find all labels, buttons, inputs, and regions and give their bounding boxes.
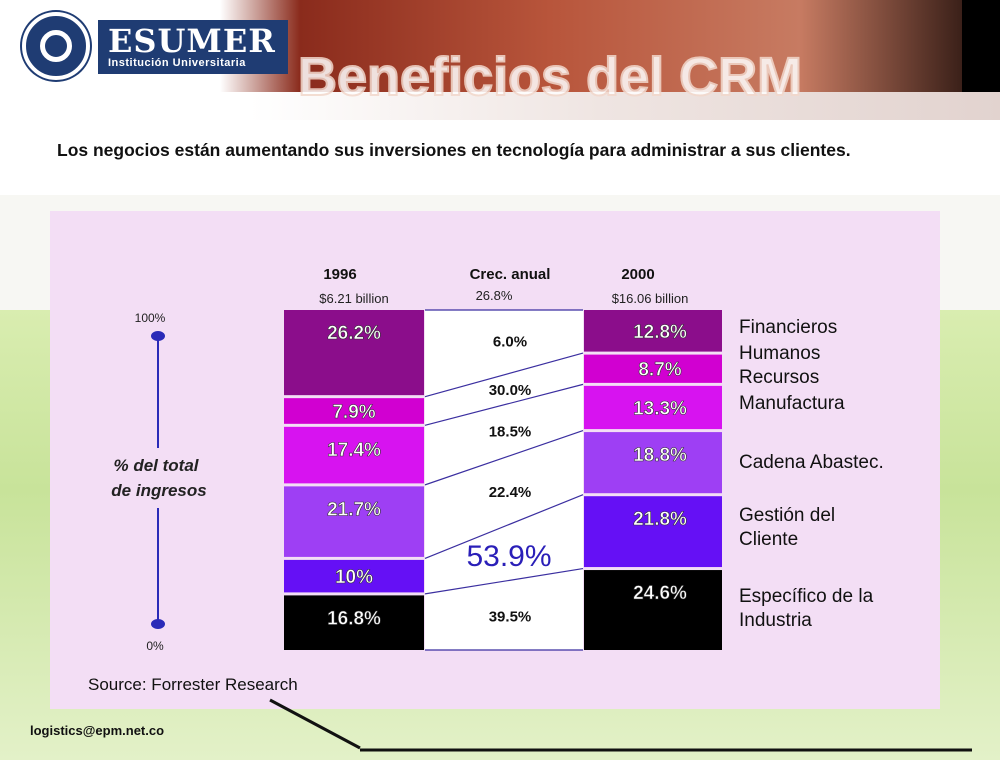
y-axis-label-line1: % del total xyxy=(113,456,199,475)
y-axis-label-line2: de ingresos xyxy=(111,481,206,500)
growth-label: 30.0% xyxy=(489,382,532,399)
logo-name: ESUMER xyxy=(108,22,276,60)
footer-line xyxy=(269,698,361,750)
growth-label: 18.5% xyxy=(489,423,532,440)
chart-source: Source: Forrester Research xyxy=(88,675,298,694)
bar-1996 xyxy=(284,426,424,484)
bar-1996 xyxy=(284,398,424,424)
growth-label: 39.5% xyxy=(489,608,532,625)
category-label: Recursos xyxy=(739,367,819,388)
bar-label-1996: 16.8% xyxy=(327,608,381,629)
column-total-1996: $6.21 billion xyxy=(319,291,388,306)
bar-label-2000: 24.6% xyxy=(633,583,687,604)
bar-label-2000: 8.7% xyxy=(638,360,681,381)
bar-1996 xyxy=(284,310,424,396)
bar-label-1996: 7.9% xyxy=(332,402,375,423)
bar-2000 xyxy=(584,310,722,352)
bar-1996 xyxy=(284,559,424,593)
category-label: Industria xyxy=(739,610,812,631)
growth-label: 6.0% xyxy=(493,334,527,351)
header-band xyxy=(0,92,1000,120)
logo-subtitle: Institución Universitaria xyxy=(108,57,246,69)
growth-label: 53.9% xyxy=(466,540,551,573)
y-axis-top-dot xyxy=(151,331,165,341)
bar-2000 xyxy=(584,385,722,430)
bar-label-1996: 10% xyxy=(335,567,373,588)
logo-emblem-icon xyxy=(22,12,90,80)
connector-line xyxy=(424,494,584,559)
bar-1996 xyxy=(284,595,424,650)
category-label: Humanos xyxy=(739,343,820,364)
bar-label-1996: 17.4% xyxy=(327,440,381,461)
category-label: Cadena Abastec. xyxy=(739,452,884,473)
y-tick-100: 100% xyxy=(135,311,166,325)
connector-line xyxy=(424,383,584,426)
bar-1996 xyxy=(284,486,424,557)
page-title: Beneficios del CRM xyxy=(297,46,803,108)
category-label: Manufactura xyxy=(739,393,845,414)
bar-2000 xyxy=(584,570,722,650)
connector-line xyxy=(424,352,584,398)
bar-2000 xyxy=(584,354,722,383)
y-tick-0: 0% xyxy=(146,639,164,653)
intro-text: Los negocios están aumentando sus invers… xyxy=(57,140,851,160)
logo-box xyxy=(98,20,288,74)
bar-label-2000: 12.8% xyxy=(633,322,687,343)
bar-label-1996: 26.2% xyxy=(327,323,381,344)
bar-label-2000: 18.8% xyxy=(633,445,687,466)
bar-2000 xyxy=(584,432,722,494)
footer-email: logistics@epm.net.co xyxy=(30,723,165,738)
growth-label: 22.4% xyxy=(489,484,532,501)
category-label: Gestión del xyxy=(739,505,835,526)
growth-header: Crec. anual xyxy=(470,266,551,283)
logo-emblem-ring xyxy=(40,30,72,62)
category-label: Cliente xyxy=(739,529,798,550)
bar-label-2000: 21.8% xyxy=(633,509,687,530)
growth-column xyxy=(425,310,583,650)
connector-line xyxy=(424,430,584,486)
connector-line xyxy=(424,567,584,595)
y-axis-bottom-dot xyxy=(151,619,165,629)
column-year-1996: 1996 xyxy=(323,266,356,283)
bar-label-1996: 21.7% xyxy=(327,499,381,520)
header-dark-block xyxy=(962,0,1000,92)
bar-2000 xyxy=(584,496,722,568)
column-year-2000: 2000 xyxy=(621,266,654,283)
category-label: Financieros xyxy=(739,317,837,338)
column-total-2000: $16.06 billion xyxy=(612,291,689,306)
growth-total: 26.8% xyxy=(476,288,513,303)
bar-label-2000: 13.3% xyxy=(633,398,687,419)
category-label: Específico de la xyxy=(739,586,874,607)
